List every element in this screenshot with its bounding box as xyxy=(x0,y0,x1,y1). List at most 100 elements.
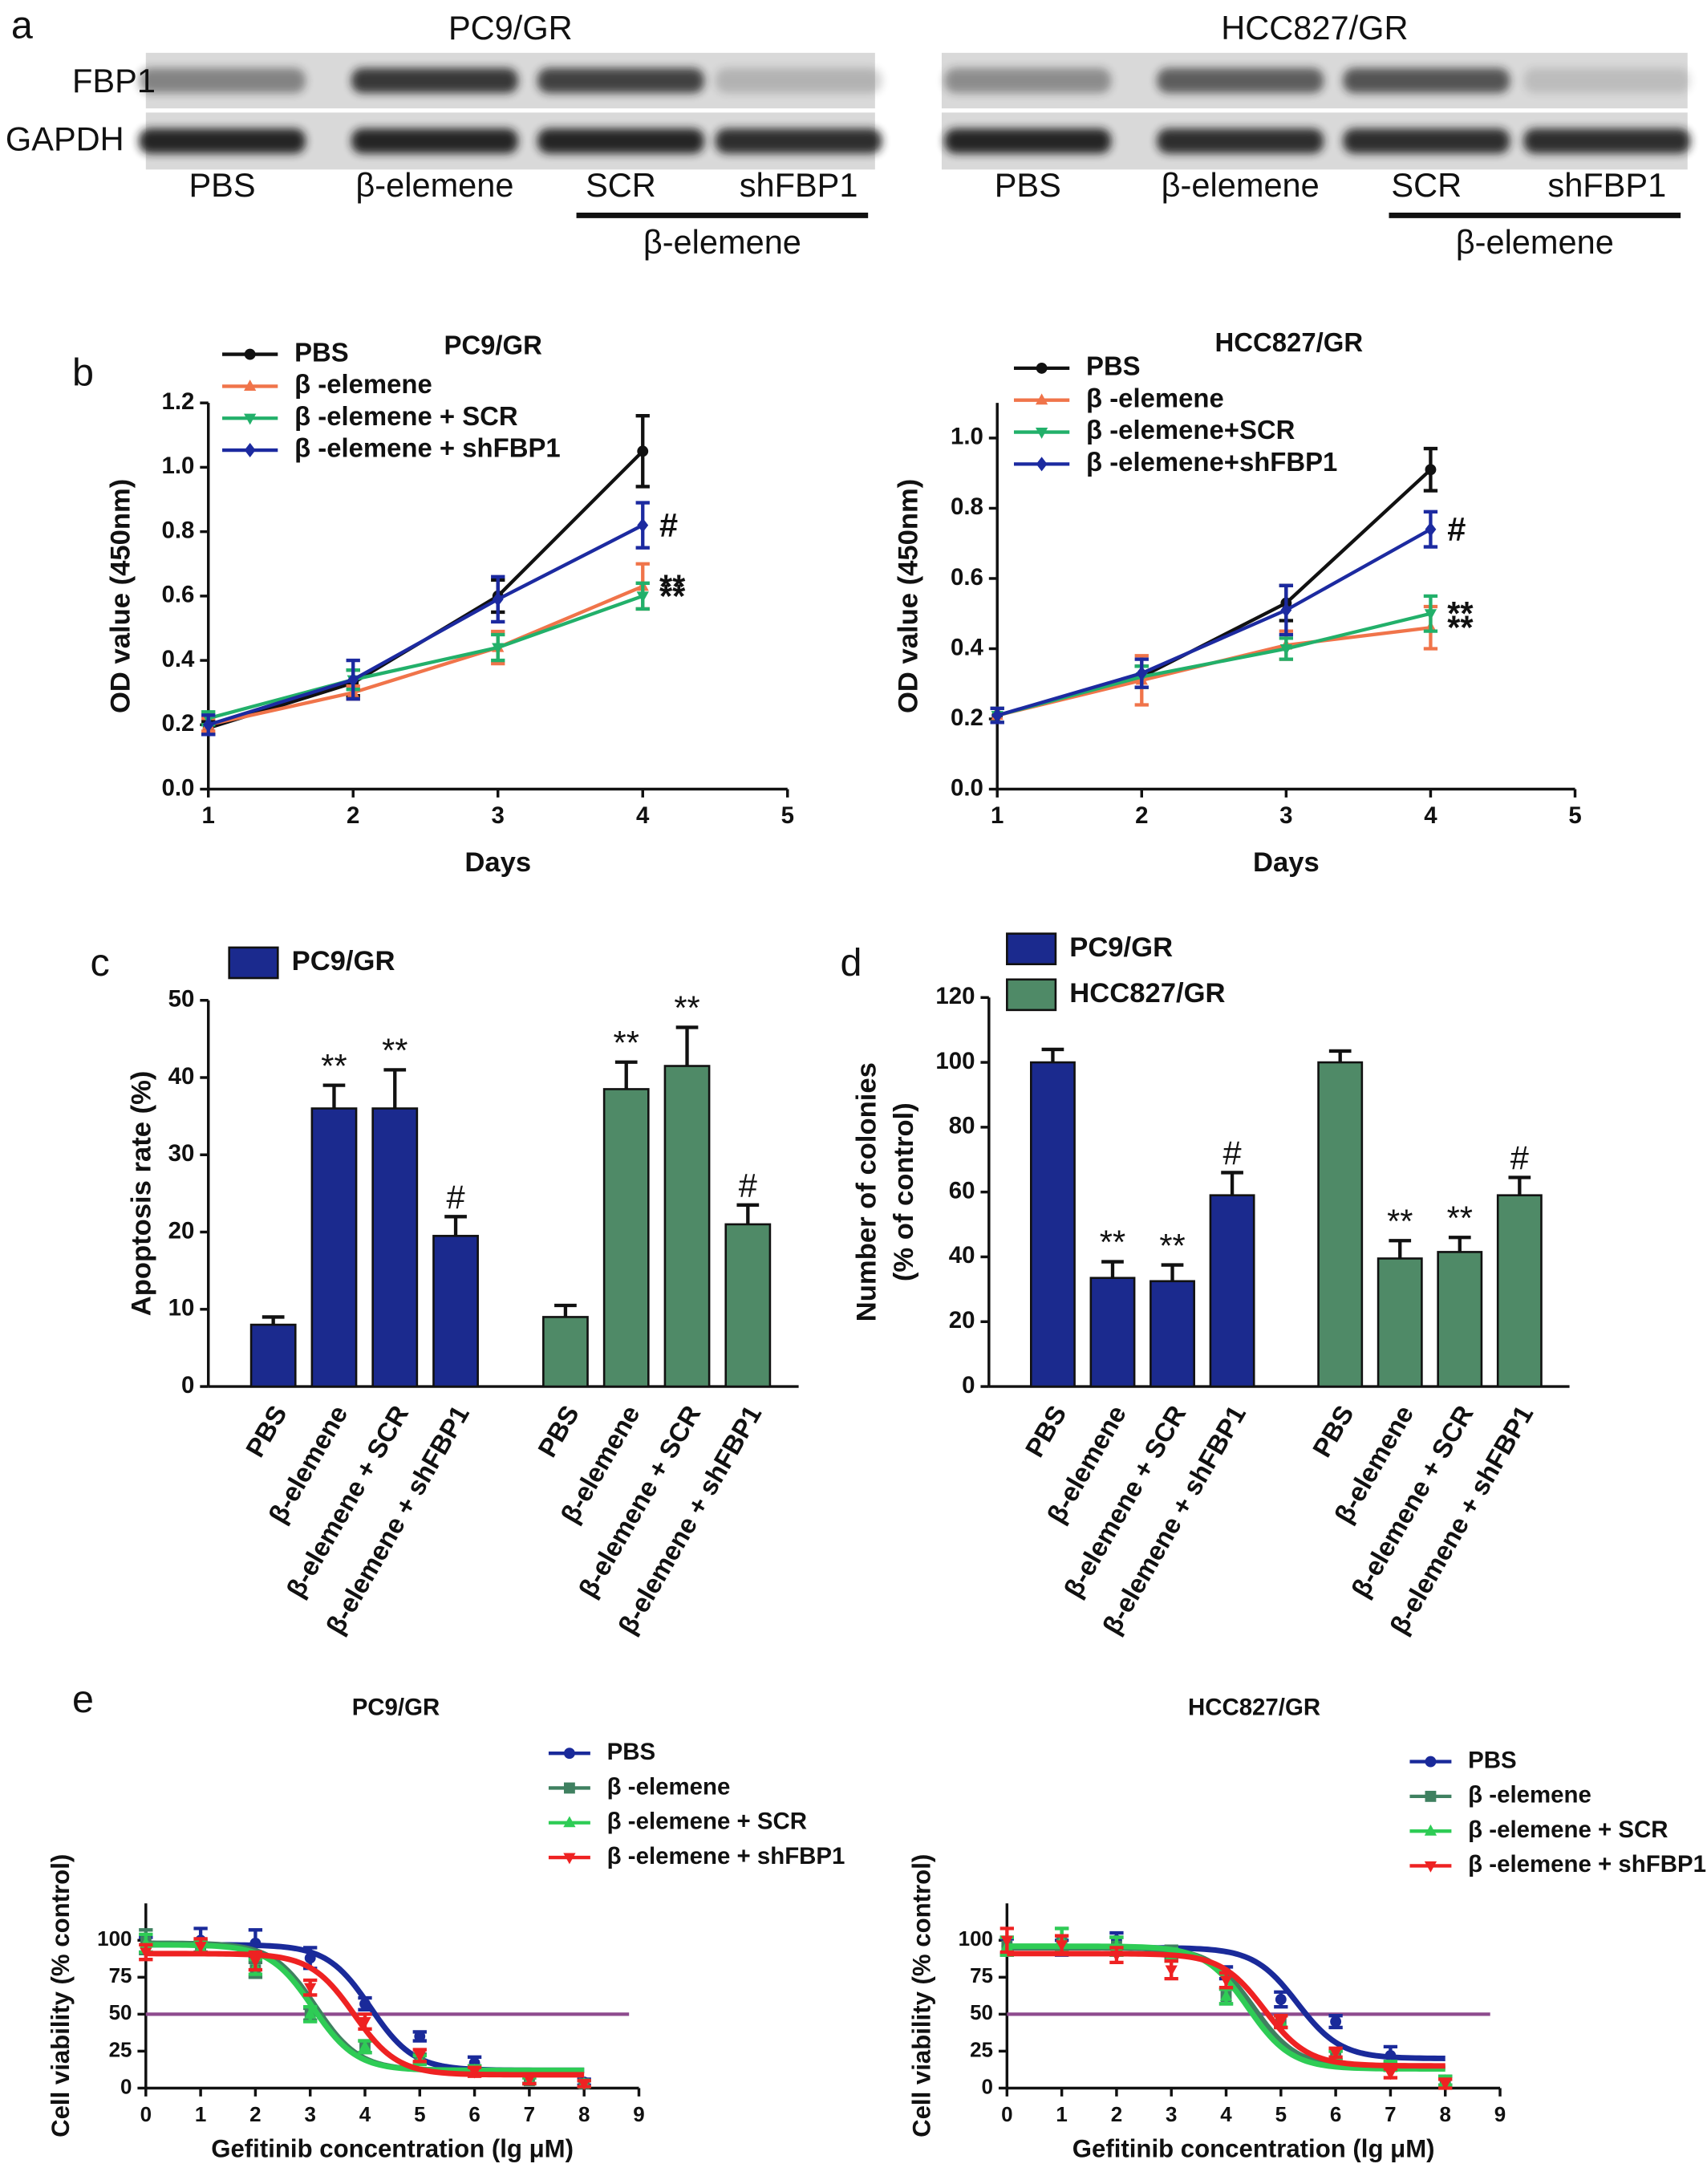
y-tick-label: 40 xyxy=(949,1242,975,1269)
y-tick-label: 0.8 xyxy=(162,517,195,543)
x-tick-label: 5 xyxy=(781,802,794,829)
data-point xyxy=(637,445,649,457)
annotation: # xyxy=(659,506,678,544)
y-tick-label: 1.0 xyxy=(162,453,195,479)
data-point xyxy=(1275,2017,1287,2028)
data-point xyxy=(1136,666,1148,681)
legend-label: β -elemene+SCR xyxy=(1086,415,1295,445)
data-point xyxy=(1056,1940,1068,1952)
legend-label: β -elemene+shFBP1 xyxy=(1086,447,1337,477)
data-point xyxy=(523,2074,536,2086)
bar xyxy=(1377,1257,1423,1388)
x-tick-label: 5 xyxy=(1275,2102,1287,2126)
x-tick-label: 9 xyxy=(1494,2102,1506,2126)
legend-label: β -elemene xyxy=(294,369,432,399)
y-tick-label: 80 xyxy=(949,1113,975,1139)
data-point xyxy=(578,2079,590,2091)
data-point xyxy=(1425,464,1437,476)
data-point xyxy=(359,2017,371,2028)
legend-marker xyxy=(1424,1861,1437,1873)
annotation: ** xyxy=(1447,609,1474,647)
annotation: # xyxy=(447,1178,465,1216)
annotation: ** xyxy=(1100,1224,1125,1261)
y-tick-label: 50 xyxy=(168,986,195,1013)
y-tick-label: 100 xyxy=(959,1926,993,1951)
chart-title: PC9/GR xyxy=(444,331,542,360)
data-point xyxy=(1439,2079,1452,2091)
x-tick-label: 5 xyxy=(1568,802,1581,829)
y-tick-label: 0 xyxy=(982,2074,993,2098)
legend-label: β -elemene + SCR xyxy=(1468,1817,1668,1843)
legend-marker xyxy=(244,443,256,458)
data-point xyxy=(1329,2048,1342,2060)
annotation: ** xyxy=(1447,1199,1473,1236)
x-tick-label: 4 xyxy=(1220,2102,1232,2126)
x-tick-label: 7 xyxy=(1385,2102,1396,2126)
legend-label: PBS xyxy=(607,1739,656,1765)
x-tick-label: 9 xyxy=(633,2102,644,2126)
panel-label: b xyxy=(72,351,94,394)
y-tick-label: 0.6 xyxy=(162,582,195,608)
group-label: β-elemene xyxy=(1456,223,1614,261)
legend-label: PBS xyxy=(1468,1747,1517,1773)
x-tick-label: 3 xyxy=(1166,2102,1177,2126)
data-point xyxy=(347,672,359,688)
y-tick-label: 25 xyxy=(970,2037,993,2061)
blot-band xyxy=(944,128,1112,154)
data-point xyxy=(636,591,649,603)
data-point xyxy=(1110,1951,1123,1962)
fit-curve xyxy=(1007,1951,1445,2069)
y-tick-label: 0 xyxy=(181,1372,194,1398)
data-point xyxy=(1165,1965,1178,1977)
y-tick-label: 30 xyxy=(168,1140,195,1167)
blot-band xyxy=(944,67,1112,94)
x-tick-label: 0 xyxy=(140,2102,152,2126)
bar xyxy=(663,1065,711,1388)
chart-title: HCC827/GR xyxy=(1188,1695,1320,1721)
bar xyxy=(1317,1061,1364,1388)
data-point xyxy=(140,1947,152,1959)
y-tick-label: 0.0 xyxy=(162,774,195,801)
y-tick-label: 0.2 xyxy=(162,710,195,737)
y-tick-label: 75 xyxy=(109,1963,132,1987)
series-line xyxy=(996,468,1432,717)
row-label: GAPDH xyxy=(6,120,124,158)
blot-band xyxy=(351,128,518,154)
data-point xyxy=(249,1956,262,1968)
blot-title: HCC827/GR xyxy=(1221,9,1408,47)
annotation: # xyxy=(1447,510,1466,548)
x-tick-label: 2 xyxy=(347,802,359,829)
legend-marker xyxy=(1035,428,1048,439)
y-tick-label: 1.2 xyxy=(162,388,195,415)
y-tick-label: 0 xyxy=(120,2074,132,2098)
data-point xyxy=(1425,522,1437,537)
legend-marker xyxy=(1035,393,1048,405)
chart-title: HCC827/GR xyxy=(1215,327,1364,357)
y-axis-label: OD value (450nm) xyxy=(893,479,923,713)
legend-label: β -elemene + SCR xyxy=(607,1808,807,1835)
series-line xyxy=(208,449,644,730)
legend-marker xyxy=(1425,1756,1437,1768)
y-tick-label: 20 xyxy=(949,1307,975,1334)
legend-marker xyxy=(1425,1790,1437,1802)
lane-label: SCR xyxy=(1391,166,1462,204)
y-tick-label: 1.0 xyxy=(951,424,983,450)
x-tick-label: 2 xyxy=(249,2102,261,2126)
y-tick-label: 0.8 xyxy=(951,493,983,520)
legend-label: β -elemene xyxy=(1468,1782,1591,1808)
legend-marker xyxy=(563,1816,576,1828)
chart-title: PC9/GR xyxy=(352,1695,440,1721)
y-tick-label: 0 xyxy=(962,1372,975,1398)
x-axis-label: Gefitinib concentration (lg μM) xyxy=(1072,2135,1435,2163)
x-tick-label: 1 xyxy=(195,2102,206,2126)
bar xyxy=(602,1088,650,1388)
y-axis-label: Cell viability (% control) xyxy=(908,1854,936,2137)
x-tick-label: 1 xyxy=(1056,2102,1067,2126)
x-tick-label: 0 xyxy=(1001,2102,1012,2126)
data-point xyxy=(202,717,214,733)
annotation: ** xyxy=(1159,1227,1185,1265)
y-tick-label: 50 xyxy=(109,2000,132,2024)
x-tick-label: 4 xyxy=(1424,802,1437,829)
bar xyxy=(1496,1194,1543,1388)
